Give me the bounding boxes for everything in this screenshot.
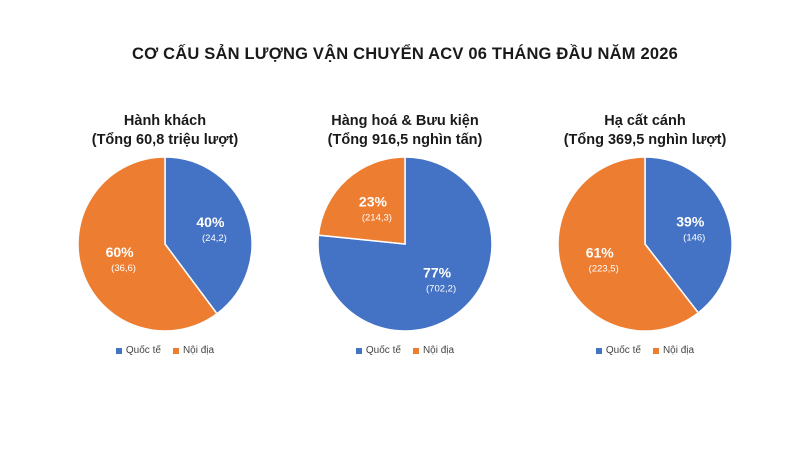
passenger-panel: Hành khách (Tổng 60,8 triệu lượt) 40% (24… (45, 112, 285, 372)
pie-slice-domestic (317, 156, 406, 245)
data-label-percent: 60% (106, 244, 135, 260)
data-label-percent: 77% (423, 265, 452, 281)
legend-swatch-domestic (412, 347, 419, 354)
legend-label: Quốc tế (125, 345, 161, 356)
pie-chart-passengers: 40% (24,2) 60% (36,6) (77, 156, 253, 332)
data-label-value: (36,6) (111, 263, 136, 274)
pie-slice-domestic (557, 156, 700, 332)
legend-label: Quốc tế (365, 345, 401, 356)
legend: Quốc tế Nội địa (285, 345, 525, 356)
legend-swatch-domestic (172, 347, 179, 354)
panel-subtitle-text: (Tổng 369,5 nghìn lượt) (563, 132, 727, 148)
legend-item-domestic: Nội địa (412, 345, 455, 356)
chart-title: CƠ CẤU SẢN LƯỢNG VẬN CHUYỂN ACV 06 THÁNG… (132, 45, 678, 63)
panel-subtitle-text: (Tổng 60,8 triệu lượt) (91, 132, 239, 148)
flights-panel: Hạ cất cánh (Tổng 369,5 nghìn lượt) 39% (… (525, 112, 765, 372)
data-label-value: (146) (683, 233, 705, 244)
data-label-value: (223,5) (589, 263, 619, 274)
legend-swatch-international (355, 347, 362, 354)
panel-title-text: Hàng hoá & Bưu kiện (331, 113, 479, 129)
pie-chart-flights: 39% (146) 61% (223,5) (557, 156, 733, 332)
data-label-value: (214,3) (362, 212, 392, 223)
panel-title: Hành khách (Tổng 60,8 triệu lượt) (45, 112, 285, 150)
legend-item-international: Quốc tế (595, 345, 641, 356)
legend-item-international: Quốc tế (115, 345, 161, 356)
cargo-panel: Hàng hoá & Bưu kiện (Tổng 916,5 nghìn tấ… (285, 112, 525, 372)
legend-swatch-international (595, 347, 602, 354)
panel-subtitle-text: (Tổng 916,5 nghìn tấn) (327, 132, 483, 148)
panel-title-text: Hành khách (123, 113, 207, 129)
legend-label: Nội địa (422, 345, 455, 356)
legend-item-domestic: Nội địa (172, 345, 215, 356)
legend-item-domestic: Nội địa (652, 345, 695, 356)
legend-label: Quốc tế (605, 345, 641, 356)
panel-title-text: Hạ cất cánh (604, 113, 686, 129)
legend-swatch-domestic (652, 347, 659, 354)
pie-slice-international (317, 156, 493, 332)
legend: Quốc tế Nội địa (525, 345, 765, 356)
panel-title: Hạ cất cánh (Tổng 369,5 nghìn lượt) (525, 112, 765, 150)
data-label-value: (24,2) (202, 233, 227, 244)
data-label-percent: 39% (676, 214, 705, 230)
legend-label: Nội địa (182, 345, 215, 356)
legend-label: Nội địa (662, 345, 695, 356)
data-label-value: (702,2) (426, 284, 456, 295)
pie-chart-cargo: 77% (702,2) 23% (214,3) (317, 156, 493, 332)
legend-item-international: Quốc tế (355, 345, 401, 356)
data-label-percent: 61% (586, 244, 615, 260)
pie-slice-international (164, 156, 253, 315)
pie-slice-international (644, 156, 733, 314)
data-label-percent: 40% (196, 214, 225, 230)
panel-title: Hàng hoá & Bưu kiện (Tổng 916,5 nghìn tấ… (285, 112, 525, 150)
legend: Quốc tế Nội địa (45, 345, 285, 356)
legend-swatch-international (115, 347, 122, 354)
data-label-percent: 23% (359, 193, 388, 209)
pie-slice-domestic (77, 156, 219, 332)
